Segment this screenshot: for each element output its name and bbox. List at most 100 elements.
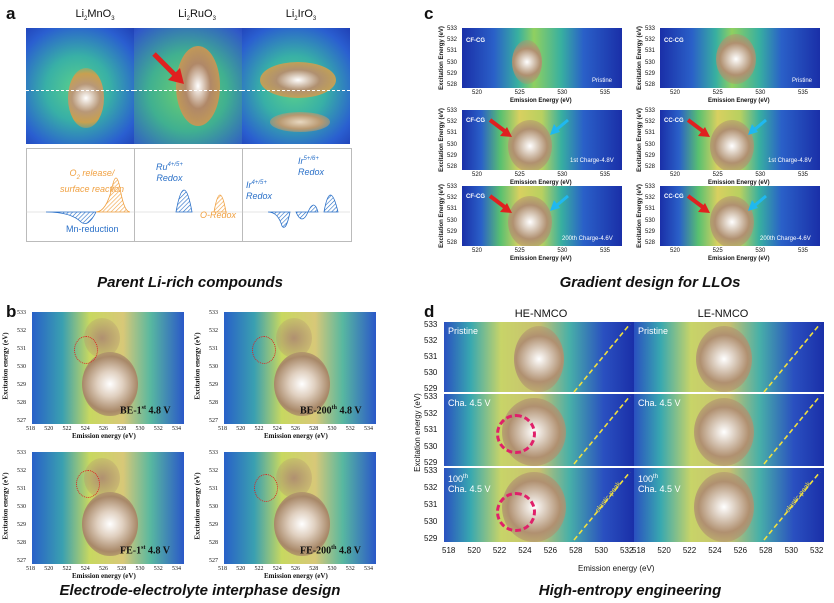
panel-c-ytick-1-1: 532	[645, 37, 656, 44]
panel-b-xaxis-top-left: Emission energy (eV)	[72, 432, 136, 440]
panel-c-ytick-2-0: 533	[447, 108, 458, 114]
panel-b-ytick-3-2: 531	[209, 486, 218, 492]
panel-b-yaxis-top-left: Excitation energy (eV)	[1, 332, 10, 400]
panel-b-circle-fe200	[254, 474, 278, 502]
panel-c-xtick-4-2: 530	[557, 248, 568, 254]
panel-b-map-be1	[32, 312, 184, 424]
panel-c-yaxis-3: Excitation Energy (eV)	[636, 108, 643, 172]
panel-c-arrows	[488, 118, 767, 213]
panel-c-tag-4: CF-CG	[466, 194, 485, 200]
panel-b-xtick-1-7: 532	[345, 426, 355, 432]
panel-a-label: a	[6, 4, 16, 23]
panel-a-map-li2ruo3	[134, 28, 242, 144]
panel-d-xtick-he-1: 520	[467, 546, 481, 555]
panel-a-map-li2iro3	[242, 28, 350, 144]
panel-b-xtick-1-2: 522	[254, 426, 264, 432]
panel-c-ytick-4-4: 529	[447, 228, 458, 235]
panel-b-ytick-1-2: 531	[209, 346, 218, 352]
panel-d-row3-le: 100th Cha. 4.5 V	[638, 474, 681, 494]
panel-b-yaxis-top-right: Excitation energy (eV)	[193, 332, 202, 400]
panel-c-xtick-2-2: 530	[557, 172, 568, 178]
panel-b-xtick-3-0: 518	[218, 566, 227, 572]
panel-b-ytick-0-3: 530	[17, 364, 26, 370]
panel-b-xtick-3-6: 530	[327, 566, 337, 572]
panel-b-xtick-0-8: 534	[172, 426, 181, 432]
panel-a-profile-curves	[26, 177, 350, 228]
panel-b-ytick-1-1: 532	[209, 328, 218, 334]
panel-c-xaxis-2: Emission Energy (eV)	[510, 180, 572, 186]
panel-c-xaxis-0: Emission Energy (eV)	[510, 98, 572, 104]
panel-b-xtick-0-4: 526	[99, 426, 108, 432]
panel-c-ytick-0-4: 529	[447, 70, 458, 77]
panel-b-xtick-1-4: 526	[291, 426, 300, 432]
panel-b-xtick-1-0: 518	[218, 426, 227, 432]
panel-c-xtick-2-3: 535	[600, 172, 611, 178]
panel-c-xtick-5-0: 520	[670, 248, 681, 254]
panel-b-ytick-1-5: 528	[209, 400, 218, 406]
panel-c-ytick-2-3: 530	[447, 141, 458, 148]
panel-d-ytick-row1-2: 531	[424, 425, 438, 434]
panel-a-col3-title: Li2IrO3	[285, 8, 317, 23]
panel-d-ytick-row0-2: 531	[424, 352, 438, 361]
panel-c-xtick-1-3: 535	[798, 90, 809, 96]
panel-b-xtick-2-0: 518	[26, 566, 35, 572]
panel-b-xtick-0-6: 530	[135, 426, 145, 432]
panel-c-note-4: 200th Charge-4.6V	[562, 236, 613, 242]
panel-d-ytick-row2-1: 532	[424, 483, 438, 492]
panel-c-ytick-5-1: 532	[645, 195, 656, 202]
panel-a-profile-ir	[242, 148, 352, 242]
panel-b-xtick-1-1: 520	[236, 426, 246, 432]
panel-c-xaxis-5: Emission Energy (eV)	[708, 256, 770, 262]
panel-b-xtick-2-7: 532	[153, 566, 163, 572]
panel-b-xaxis-bottom-left: Emission energy (eV)	[72, 572, 136, 580]
panel-b-map-be200	[224, 312, 376, 424]
panel-c-xtick-3-1: 525	[712, 172, 723, 178]
panel-b-label: b	[6, 302, 17, 321]
panel-b-xtick-1-8: 534	[364, 426, 373, 432]
panel-b-circle-be200	[252, 336, 276, 364]
panel-b-xtick-0-7: 532	[153, 426, 163, 432]
panel-a-red-arrow	[152, 52, 184, 84]
panel-d-col2-title: LE-NMCO	[697, 308, 749, 320]
panel-c-note-3: 1st Charge-4.8V	[768, 158, 812, 164]
panel-b-tag-be1: BE-1st 4.8 V	[120, 405, 171, 417]
panel-c-ytick-4-1: 532	[447, 195, 458, 202]
panel-c-ytick-4-5: 528	[447, 240, 458, 246]
panel-b-ytick-3-0: 533	[209, 450, 218, 456]
panel-c-ytick-0-0: 533	[447, 26, 458, 32]
panel-d-xtick-he-2: 522	[492, 546, 507, 555]
panel-d-ytick-row2-4: 529	[424, 534, 438, 543]
panel-c-yaxis-1: Excitation Energy (eV)	[636, 26, 643, 90]
panel-d-xtick-he-5: 528	[569, 546, 583, 555]
panel-c-xtick-5-3: 535	[798, 248, 809, 254]
panel-c-map-cfcg-pristine	[462, 28, 622, 88]
panel-c-ytick-3-4: 529	[645, 152, 656, 159]
panel-b-map-fe1	[32, 452, 184, 564]
panel-d-xtick-le-6: 530	[784, 546, 798, 555]
panel-c-ytick-5-2: 531	[645, 206, 656, 213]
panel-c-yaxis-0: Excitation Energy (eV)	[438, 26, 445, 90]
panel-d-ytick-row1-3: 530	[424, 441, 438, 451]
panel-b-circle-be1	[74, 336, 98, 364]
panel-d-row2-he: Cha. 4.5 V	[448, 398, 491, 408]
panel-c-xaxis-4: Emission Energy (eV)	[510, 256, 572, 262]
panel-d-ytick-row2-3: 530	[424, 517, 438, 526]
panel-c-ytick-2-5: 528	[447, 164, 458, 170]
panel-c-ytick-2-4: 529	[447, 152, 458, 159]
panel-d-row1-he: Pristine	[448, 326, 479, 336]
panel-c-xtick-0-1: 525	[514, 90, 525, 96]
panel-c-xtick-3-2: 530	[755, 172, 766, 178]
panel-b-yaxis-bottom-left: Excitation energy (eV)	[1, 472, 10, 540]
panel-d-yaxis: Excitation energy (eV)	[412, 393, 422, 472]
panel-d-xtick-le-0: 518	[632, 546, 646, 555]
panel-d-xtick-le-1: 520	[657, 546, 671, 555]
panel-b-ytick-2-3: 530	[17, 504, 26, 510]
panel-b-tag-be200: BE-200th 4.8 V	[300, 405, 362, 417]
panel-d-xtick-le-3: 524	[708, 546, 722, 555]
panel-c-ytick-5-4: 529	[645, 228, 656, 235]
panel-b-xtick-0-3: 524	[80, 426, 90, 432]
panel-b-xtick-0-0: 518	[26, 426, 35, 432]
panel-c-xtick-1-1: 525	[712, 90, 723, 96]
panel-c-note-0: Pristine	[592, 78, 613, 84]
panel-c-xaxis-1: Emission Energy (eV)	[708, 98, 770, 104]
